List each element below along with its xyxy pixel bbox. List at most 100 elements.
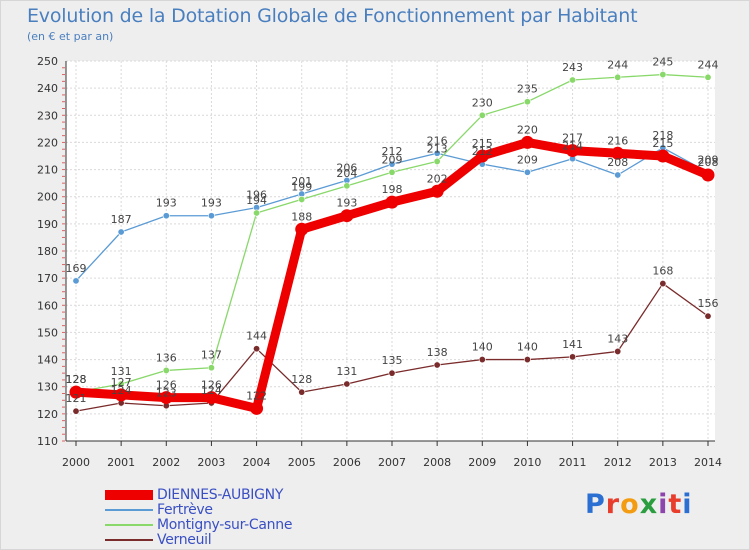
y-axis: 110 120 130 140 150 160 170 180 190 200 210 220 230 2…: [37, 55, 67, 448]
legend-label-diennes-aubigny: DIENNES-AUBIGNY: [157, 487, 284, 503]
data-label-diennes-aubigny: 220: [517, 123, 538, 136]
data-point-montigny-sur-canne: [162, 366, 170, 374]
data-label-montigny-sur-canne: 235: [517, 83, 538, 96]
y-tick-label: 150: [37, 326, 58, 339]
data-label-verneuil: 144: [246, 330, 267, 343]
logo-letter: x: [639, 489, 659, 520]
data-label-fertreve: 169: [66, 262, 87, 275]
data-point-diennes-aubigny: [611, 146, 625, 160]
data-point-verneuil: [478, 356, 486, 364]
data-point-montigny-sur-canne: [614, 73, 622, 81]
data-label-verneuil: 141: [562, 338, 583, 351]
data-point-montigny-sur-canne: [433, 157, 441, 165]
data-label-diennes-aubigny: 126: [156, 379, 177, 392]
data-label-verneuil: 135: [382, 354, 403, 367]
data-label-verneuil: 121: [66, 392, 87, 405]
logo-letter: i: [682, 489, 693, 520]
data-point-diennes-aubigny: [204, 391, 218, 405]
data-point-montigny-sur-canne: [388, 168, 396, 176]
x-tick-label: 2004: [243, 456, 271, 469]
data-label-fertreve: 209: [698, 153, 719, 166]
data-label-montigny-sur-canne: 244: [698, 58, 719, 71]
data-point-diennes-aubigny: [295, 222, 309, 236]
data-label-montigny-sur-canne: 230: [472, 96, 493, 109]
data-point-montigny-sur-canne: [117, 380, 125, 388]
y-tick-label: 200: [37, 191, 58, 204]
data-label-verneuil: 123: [156, 387, 177, 400]
data-label-verneuil: 140: [517, 341, 538, 354]
data-point-montigny-sur-canne: [704, 73, 712, 81]
data-point-diennes-aubigny: [475, 149, 489, 163]
data-label-montigny-sur-canne: 136: [156, 351, 177, 364]
data-label-fertreve: 187: [111, 213, 132, 226]
x-tick-label: 2000: [62, 456, 90, 469]
x-tick-label: 2010: [513, 456, 541, 469]
legend-swatch-montigny-sur-canne: [105, 524, 153, 526]
legend-label-verneuil: Verneuil: [157, 532, 212, 548]
y-tick-label: 230: [37, 109, 58, 122]
data-label-fertreve: 218: [652, 129, 673, 142]
legend-label-montigny-sur-canne: Montigny-sur-Canne: [157, 517, 293, 533]
data-label-montigny-sur-canne: 194: [246, 194, 267, 207]
data-label-diennes-aubigny: 127: [111, 376, 132, 389]
data-point-montigny-sur-canne: [207, 364, 215, 372]
data-point-verneuil: [433, 361, 441, 369]
data-point-diennes-aubigny: [114, 388, 128, 402]
logo-letter: t: [668, 489, 683, 520]
data-point-diennes-aubigny: [340, 209, 354, 223]
data-label-montigny-sur-canne: 128: [66, 373, 87, 386]
legend-swatch-verneuil: [105, 539, 153, 541]
data-label-montigny-sur-canne: 213: [427, 142, 448, 155]
data-label-verneuil: 168: [652, 265, 673, 278]
logo-letter: r: [605, 489, 621, 520]
x-tick-label: 2012: [604, 456, 632, 469]
data-label-fertreve: 193: [201, 197, 222, 210]
data-label-diennes-aubigny: 202: [427, 172, 448, 185]
y-tick-label: 180: [37, 245, 58, 258]
y-tick-label: 130: [37, 381, 58, 394]
x-tick-label: 2002: [152, 456, 180, 469]
x-tick-label: 2005: [288, 456, 316, 469]
data-label-diennes-aubigny: 215: [472, 137, 493, 150]
y-tick-label: 250: [37, 55, 58, 68]
x-tick-label: 2007: [378, 456, 406, 469]
data-label-fertreve: 216: [427, 134, 448, 147]
data-point-verneuil: [569, 353, 577, 361]
data-label-verneuil: 156: [698, 297, 719, 310]
y-tick-label: 210: [37, 164, 58, 177]
data-label-verneuil: 124: [201, 384, 222, 397]
data-point-verneuil: [253, 345, 261, 353]
x-tick-label: 2008: [423, 456, 451, 469]
data-point-diennes-aubigny: [566, 144, 580, 158]
data-point-montigny-sur-canne: [523, 98, 531, 106]
data-label-fertreve: 196: [246, 189, 267, 202]
data-label-montigny-sur-canne: 244: [607, 58, 628, 71]
legend-label-fertreve: Fertrève: [157, 502, 213, 518]
data-point-fertreve: [523, 168, 531, 176]
data-label-verneuil: 124: [111, 384, 132, 397]
data-point-verneuil: [659, 280, 667, 288]
series-layer: [69, 71, 715, 415]
data-point-montigny-sur-canne: [569, 76, 577, 84]
data-label-fertreve: 214: [562, 140, 583, 153]
data-point-diennes-aubigny: [385, 195, 399, 209]
x-tick-label: 2009: [468, 456, 496, 469]
data-label-verneuil: 138: [427, 346, 448, 359]
data-label-fertreve: 208: [607, 156, 628, 169]
data-label-diennes-aubigny: 217: [562, 132, 583, 145]
data-label-diennes-aubigny: 193: [336, 197, 357, 210]
data-label-diennes-aubigny: 208: [698, 156, 719, 169]
data-point-fertreve: [433, 149, 441, 157]
data-point-fertreve: [207, 212, 215, 220]
chart-subtitle: (en € et par an): [27, 30, 114, 43]
data-point-diennes-aubigny: [656, 149, 670, 163]
y-tick-label: 190: [37, 218, 58, 231]
data-label-montigny-sur-canne: 245: [652, 56, 673, 69]
data-label-fertreve: 212: [472, 145, 493, 158]
data-point-fertreve: [388, 160, 396, 168]
y-tick-label: 140: [37, 354, 58, 367]
data-point-diennes-aubigny: [701, 168, 715, 182]
legend-item-verneuil: Verneuil: [105, 532, 212, 548]
